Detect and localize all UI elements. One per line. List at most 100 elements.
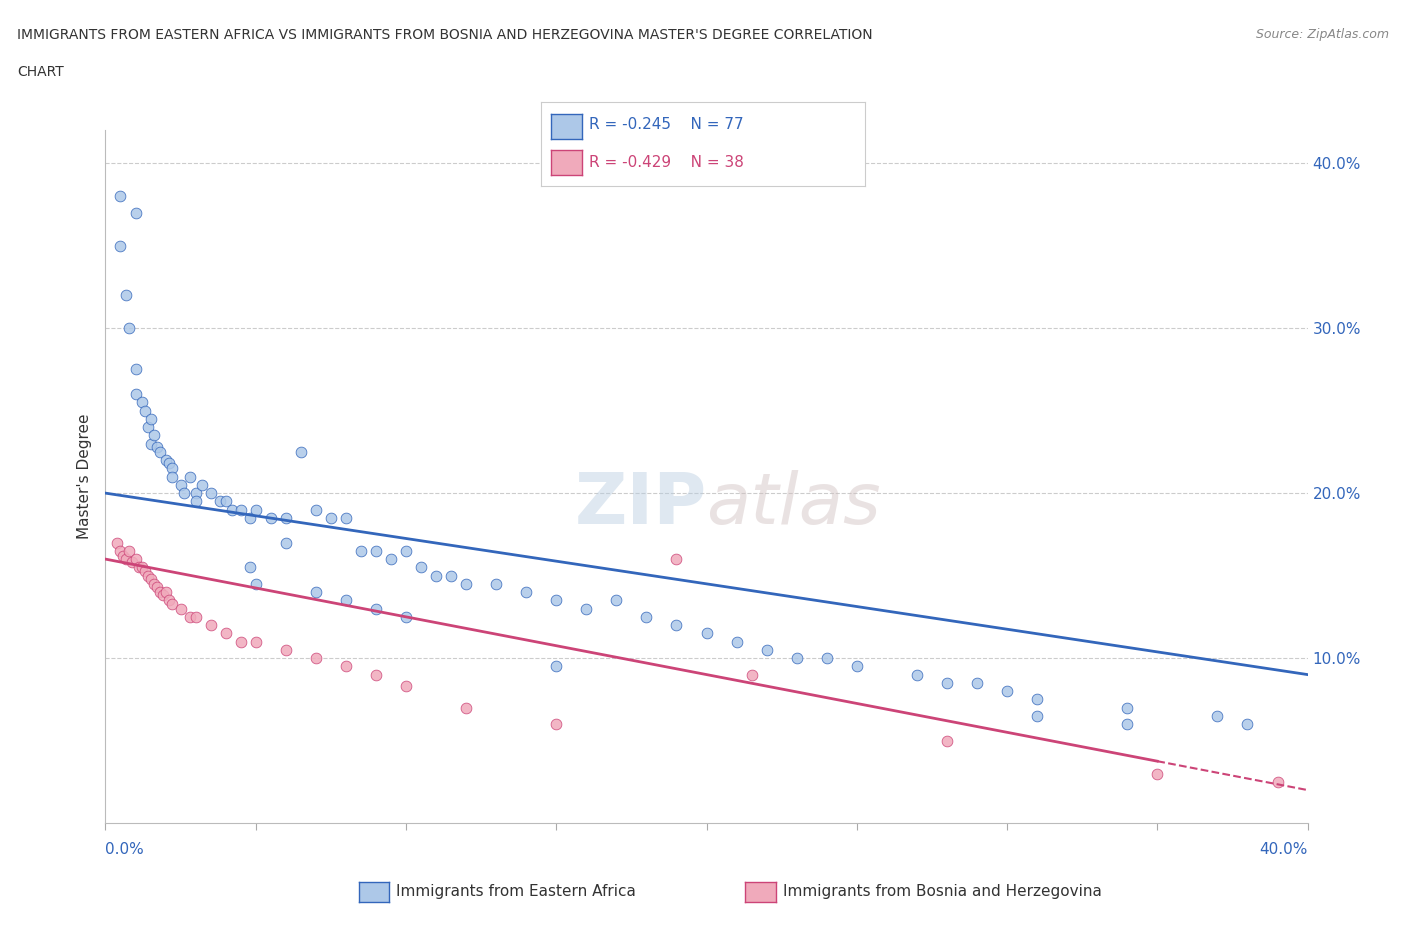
Point <box>110 189 132 204</box>
Point <box>148 585 170 600</box>
Point <box>160 470 183 485</box>
Point <box>229 502 252 517</box>
Point <box>173 485 195 500</box>
Point <box>1026 709 1049 724</box>
Point <box>118 543 141 558</box>
Point <box>229 634 252 649</box>
Text: IMMIGRANTS FROM EASTERN AFRICA VS IMMIGRANTS FROM BOSNIA AND HERZEGOVINA MASTER': IMMIGRANTS FROM EASTERN AFRICA VS IMMIGR… <box>17 28 873 42</box>
Point <box>546 658 568 673</box>
Point <box>142 577 165 591</box>
Point <box>139 436 162 451</box>
Point <box>741 667 763 682</box>
Point <box>546 593 568 608</box>
Point <box>200 618 222 632</box>
Point <box>515 585 537 600</box>
Point <box>131 395 153 410</box>
Point <box>1116 700 1139 715</box>
Text: Source: ZipAtlas.com: Source: ZipAtlas.com <box>1256 28 1389 41</box>
Point <box>995 684 1018 698</box>
Point <box>936 733 959 748</box>
Y-axis label: Master's Degree: Master's Degree <box>77 414 93 539</box>
Point <box>208 494 231 509</box>
Point <box>145 579 167 594</box>
Text: 40.0%: 40.0% <box>1260 842 1308 857</box>
Point <box>134 564 156 578</box>
Point <box>200 485 222 500</box>
Point <box>966 675 988 690</box>
Text: CHART: CHART <box>17 65 63 79</box>
Point <box>190 477 212 492</box>
Point <box>905 667 928 682</box>
Point <box>696 626 718 641</box>
Point <box>485 577 508 591</box>
Point <box>139 411 162 426</box>
Point <box>395 679 418 694</box>
Point <box>179 609 201 624</box>
Point <box>184 485 207 500</box>
Point <box>395 609 418 624</box>
Point <box>274 535 297 550</box>
Point <box>160 461 183 476</box>
Point <box>110 543 132 558</box>
Point <box>1146 766 1168 781</box>
Point <box>605 593 627 608</box>
Point <box>145 440 167 455</box>
Point <box>665 618 688 632</box>
Text: 0.0%: 0.0% <box>105 842 145 857</box>
Point <box>440 568 463 583</box>
Point <box>725 634 748 649</box>
Point <box>115 287 138 302</box>
Point <box>169 477 191 492</box>
Point <box>1267 775 1289 790</box>
Point <box>155 585 177 600</box>
Point <box>305 585 328 600</box>
Point <box>136 568 159 583</box>
Point <box>124 362 146 377</box>
Point <box>214 494 236 509</box>
Point <box>245 634 267 649</box>
Point <box>124 551 146 566</box>
Text: ZIP: ZIP <box>574 470 707 538</box>
Point <box>364 543 387 558</box>
Point <box>755 643 778 658</box>
Point <box>395 543 418 558</box>
Point <box>107 535 129 550</box>
Point <box>936 675 959 690</box>
Point <box>169 601 191 616</box>
Point <box>157 456 180 471</box>
Point <box>245 577 267 591</box>
Text: Immigrants from Eastern Africa: Immigrants from Eastern Africa <box>396 884 637 899</box>
Point <box>1206 709 1229 724</box>
Point <box>845 658 868 673</box>
Point <box>221 502 243 517</box>
Point <box>335 593 357 608</box>
Point <box>665 551 688 566</box>
Point <box>1236 717 1258 732</box>
Point <box>1026 692 1049 707</box>
Point <box>142 428 165 443</box>
Point <box>155 453 177 468</box>
Text: atlas: atlas <box>707 470 882 538</box>
Point <box>815 651 838 666</box>
Point <box>112 549 135 564</box>
Point <box>148 445 170 459</box>
Point <box>364 667 387 682</box>
Point <box>319 511 342 525</box>
Point <box>214 626 236 641</box>
Point <box>139 571 162 586</box>
Point <box>124 206 146 220</box>
Point <box>454 577 477 591</box>
Point <box>1116 717 1139 732</box>
Text: R = -0.429    N = 38: R = -0.429 N = 38 <box>589 155 744 170</box>
Point <box>121 555 143 570</box>
Point <box>239 511 262 525</box>
Point <box>454 700 477 715</box>
Point <box>184 494 207 509</box>
Text: R = -0.245    N = 77: R = -0.245 N = 77 <box>589 117 744 132</box>
Point <box>546 717 568 732</box>
Point <box>157 593 180 608</box>
Point <box>425 568 447 583</box>
Point <box>118 321 141 336</box>
Point <box>124 387 146 402</box>
Point <box>380 551 402 566</box>
